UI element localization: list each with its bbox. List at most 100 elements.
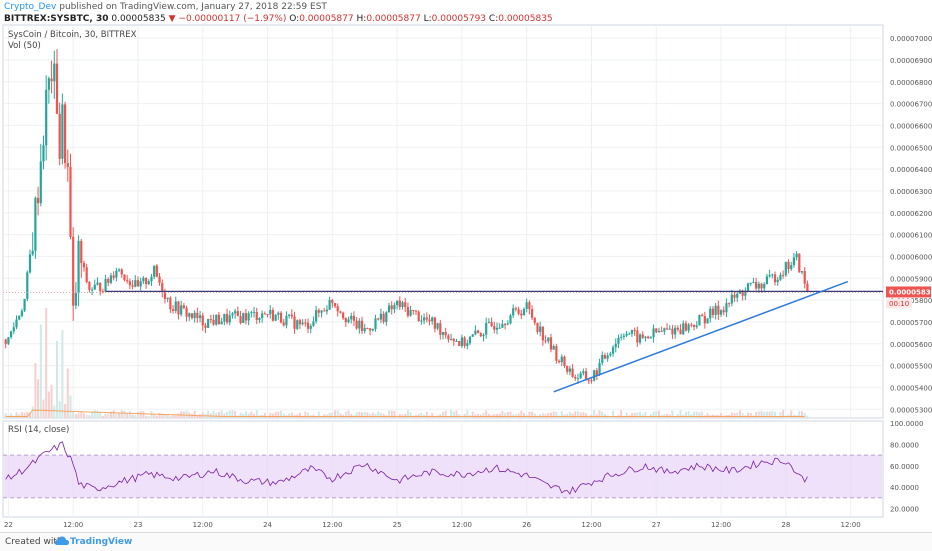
volume-bar [450, 410, 453, 418]
candle-up [501, 324, 504, 328]
candles[interactable] [4, 49, 809, 385]
candle-down [339, 311, 342, 313]
candle-up [12, 327, 15, 332]
volume-legend[interactable]: Vol (50) [8, 41, 41, 51]
volume-bar [101, 415, 104, 418]
candle-down [406, 307, 410, 316]
candle-up [96, 282, 99, 285]
volume-bar [798, 410, 801, 418]
candle-down [304, 322, 307, 324]
volume-bar [109, 411, 112, 418]
volume-bar [31, 406, 34, 418]
volume-bar [126, 413, 129, 418]
tradingview-brand[interactable]: TradingView [70, 537, 133, 547]
time-axis[interactable]: 22 12:00 23 12:00 24 12:00 25 12:00 26 12:00 27 12:… [4, 521, 861, 529]
volume-bars [4, 308, 809, 418]
candle-down [69, 166, 72, 237]
candle-up [347, 319, 350, 323]
volume-bar [263, 412, 266, 418]
time-tick-label: 12:00 [452, 521, 472, 529]
candle-up [795, 253, 798, 258]
volume-bar [517, 413, 520, 418]
price-tick-label: 0.00005300 [890, 406, 932, 414]
candle-down [66, 163, 69, 167]
candle-down [773, 274, 777, 283]
candle-up [315, 310, 318, 322]
candle-up [379, 313, 383, 320]
candle-up [31, 250, 34, 255]
candle-up [630, 330, 634, 334]
candle-down [636, 330, 639, 343]
volume-bar [253, 413, 256, 418]
candle-up [93, 284, 96, 290]
candle-down [50, 78, 53, 82]
candle-up [228, 315, 231, 323]
volume-bar [47, 391, 50, 418]
volume-bar [693, 411, 696, 418]
candle-down [603, 354, 607, 359]
candle-up [7, 337, 10, 344]
rsi-legend[interactable]: RSI (14, close) [8, 425, 70, 435]
price-axis[interactable]: 0.00007000 0.00006900 0.00006800 0.00006700… [886, 35, 932, 414]
price-tick-label: 0.00006100 [890, 232, 932, 240]
volume-bar [290, 412, 293, 418]
candle-down [557, 360, 561, 363]
candle-down [493, 325, 496, 330]
candle-up [39, 161, 42, 204]
volume-bar [482, 412, 485, 418]
candle-up [719, 310, 723, 315]
candle-down [336, 306, 339, 312]
candle-down [123, 274, 126, 281]
candle-down [787, 261, 790, 270]
author-link[interactable]: Crypto_Dev [4, 2, 57, 12]
candle-down [647, 336, 650, 339]
last-price-tag [886, 286, 931, 298]
volume-bar [161, 413, 164, 418]
candle-down [80, 240, 83, 263]
candle-up [34, 197, 37, 251]
candle-down [128, 281, 131, 286]
volume-bar [431, 413, 434, 418]
volume-bar [350, 413, 353, 418]
candle-up [53, 63, 56, 82]
drawings[interactable] [3, 280, 883, 393]
candle-down [282, 322, 285, 326]
candle-down [571, 368, 574, 377]
candle-up [471, 334, 474, 337]
volume-bar [774, 411, 777, 418]
volume-bar [620, 410, 623, 418]
candle-up [277, 312, 280, 315]
candle-up [436, 323, 439, 329]
candle-up [768, 275, 771, 277]
volume-bar [574, 411, 577, 418]
candle-down [225, 313, 229, 323]
volume-bar [366, 412, 369, 418]
price-legend[interactable]: SysCoin / Bitcoin, 30, BITTREX [8, 30, 137, 40]
price-change: ▼ −0.00000117 (−1.97%) [168, 14, 287, 24]
price-tick-label: 0.00006900 [890, 57, 932, 65]
symbol-ohlc-line: BITTREX:SYSBTC, 30 0.00005835 ▼ −0.00000… [4, 14, 553, 24]
candle-up [15, 319, 18, 328]
volume-bar [358, 411, 361, 418]
candle-down [536, 322, 539, 332]
candle-down [72, 236, 75, 306]
volume-bar [212, 410, 215, 418]
volume-bar [34, 363, 37, 418]
volume-bar [541, 413, 544, 418]
candle-down [530, 309, 534, 318]
volume-bar [552, 411, 555, 418]
time-tick-label: 23 [134, 521, 143, 529]
volume-bar [409, 412, 412, 418]
price-tick-label: 0.00006700 [890, 101, 932, 109]
candle-up [652, 328, 655, 338]
candle-down [587, 379, 590, 381]
candle-down [112, 275, 115, 278]
candle-up [328, 299, 331, 310]
volume-bar [657, 410, 660, 418]
volume-bar [522, 413, 525, 418]
candle-down [306, 322, 310, 329]
volume-bar [612, 410, 615, 418]
chart-area[interactable]: 0.00007000 0.00006900 0.00006800 0.00006700… [0, 0, 932, 532]
candle-up [638, 334, 642, 343]
volume-bar [506, 411, 509, 418]
